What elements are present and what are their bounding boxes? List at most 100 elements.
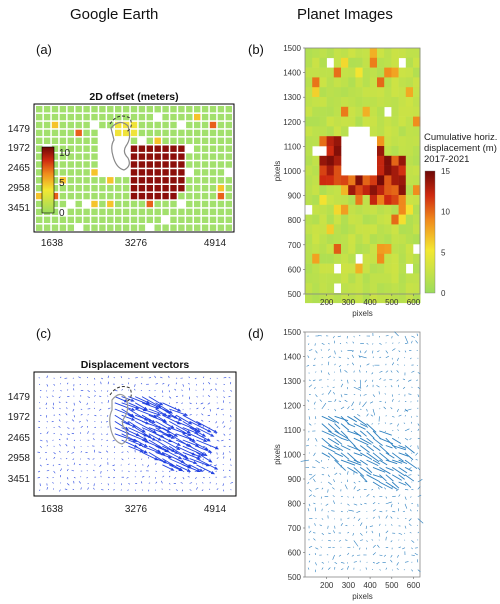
displacement-vector [66,477,69,480]
displacement-vector [134,421,157,434]
vector-arrowhead [133,438,138,442]
offset-cell [67,208,74,216]
displacement-cell [326,77,335,88]
colorbar-b-title-line: displacement (m) [424,143,497,154]
displacement-vector [411,554,415,556]
displacement-vector [87,396,91,398]
displacement-vector [189,464,203,472]
displacement-vector [359,467,372,476]
displacement-vector [189,482,193,484]
displacement-cell [355,263,363,274]
displacement-vector [148,445,161,453]
displacement-vector [338,554,342,557]
displacement-vector [121,396,134,402]
displacement-vector [385,437,397,450]
offset-cell [99,106,106,113]
displacement-vector [94,390,96,393]
offset-cell [122,208,130,216]
displacement-cell [305,175,313,186]
displacement-vector [392,348,396,351]
vector-arrowhead [214,466,219,470]
offset-cell [225,121,232,129]
displacement-vector [134,439,148,447]
displacement-cell [405,87,414,98]
vector-arrowhead [185,456,190,460]
offset-cell [194,129,201,137]
vector-arrowhead [176,446,181,451]
displacement-vector [347,565,349,570]
displacement-vector [93,487,95,490]
displacement-vector [86,470,88,472]
offset-cell [51,137,59,144]
displacement-vector [396,562,399,566]
displacement-cell [341,204,349,215]
displacement-cell [333,175,342,186]
displacement-vector [340,350,343,352]
y-tick-label: 700 [288,241,302,250]
displacement-vector [359,474,368,483]
offset-cell [115,177,122,184]
displacement-vector [362,401,367,408]
displacement-cell [384,146,392,157]
displacement-vector [222,414,224,416]
offset-cell [83,113,90,121]
displacement-cell [319,204,327,215]
displacement-cell [405,204,414,215]
displacement-cell [319,175,327,186]
offset-cell [209,129,217,137]
displacement-vector [155,402,173,414]
displacement-cell [341,67,349,78]
displacement-vector [385,501,392,505]
displacement-vector [328,546,332,548]
displacement-vector [86,463,88,466]
displacement-cell [377,263,385,274]
y-tick-label: 1479 [8,124,31,135]
offset-cell [209,161,217,168]
offset-cell [154,208,161,216]
displacement-vector [209,408,212,412]
displacement-vector [87,487,89,490]
displacement-cell [398,175,407,186]
displacement-cell [341,244,349,255]
displacement-vector [408,379,412,382]
displacement-vector [397,554,399,558]
displacement-cell [413,253,421,264]
displacement-vector [344,539,348,541]
displacement-cell [384,224,392,235]
displacement-cell [413,263,421,274]
displacement-cell [319,77,327,88]
displacement-vector [411,540,415,543]
offset-cell [83,106,90,113]
displacement-vector [86,419,88,422]
displacement-vector [404,561,409,563]
offset-cell [154,192,161,200]
displacement-vector [360,423,369,428]
offset-cell [83,137,90,144]
offset-cell [59,185,67,192]
displacement-cell [377,155,385,166]
displacement-vector [134,388,136,391]
displacement-vector [402,378,406,381]
displacement-vector [141,408,161,416]
colorbar-b-tick: 5 [441,248,446,257]
displacement-cell [405,126,414,137]
y-tick-label: 1972 [8,412,31,423]
displacement-vector [161,488,163,490]
offset-cell [170,113,177,121]
offset-cell [225,106,232,113]
displacement-vector [372,452,383,462]
offset-cell [107,208,114,216]
displacement-vector [167,384,170,387]
displacement-vector [175,464,191,472]
displacement-vector [168,475,171,478]
displacement-vector [208,439,211,441]
offset-cell [51,185,59,192]
displacement-cell [333,106,342,117]
displacement-vector [333,530,335,534]
displacement-vector [169,414,182,421]
displacement-vector [384,430,387,433]
panel-b-colorbar: Cumulative horiz.displacement (m)2017-20… [424,132,497,298]
displacement-cell [405,293,414,304]
displacement-vector [353,452,363,457]
